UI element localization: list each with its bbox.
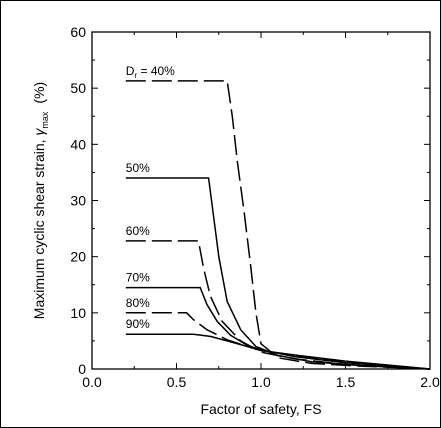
x-tick-label: 2.0 — [420, 374, 440, 390]
series-label: 80% — [126, 296, 150, 310]
series-curve — [125, 80, 431, 370]
x-tick-label: 1.5 — [336, 374, 356, 390]
y-axis-title: Maximum cyclic shear strain, γmax (%) — [31, 82, 50, 319]
series-label-prefix: D — [126, 64, 135, 78]
x-tick-label: 0.5 — [167, 374, 187, 390]
series-label: Dr = 40% — [126, 64, 175, 80]
y-tick-label: 40 — [70, 136, 86, 152]
x-tick-label: 1.0 — [251, 374, 271, 390]
series-label: 90% — [126, 317, 150, 331]
y-axis-title-symbol: γ — [31, 128, 47, 136]
y-axis-title-unit: (%) — [31, 82, 47, 104]
series-label: 60% — [126, 224, 150, 238]
series-curve — [125, 177, 431, 370]
series-curve — [125, 333, 431, 370]
y-tick-label: 10 — [70, 305, 86, 321]
y-tick-label: 50 — [70, 80, 86, 96]
series-label: 70% — [126, 271, 150, 285]
series-label: 50% — [126, 161, 150, 175]
x-tick-label: 0.0 — [82, 374, 102, 390]
y-tick-label: 60 — [70, 24, 86, 40]
series-curve — [125, 312, 431, 370]
curve-group — [125, 80, 431, 370]
series-label-suffix: = 40% — [137, 64, 175, 78]
x-axis-title: Factor of safety, FS — [200, 401, 321, 417]
series-curve — [125, 240, 431, 370]
curve-label-group: Dr = 40% 50% 60% 70% 80% 90% — [126, 64, 175, 331]
series-curve — [125, 286, 431, 370]
y-tick-label: 0 — [78, 361, 86, 377]
y-tick-label: 20 — [70, 249, 86, 265]
series-label-subscript: r — [134, 71, 137, 80]
axis-tick-group: 0.0 0.5 1.0 1.5 2.0 0 10 20 30 40 50 60 — [70, 24, 440, 390]
y-axis-title-subscript: max — [40, 111, 50, 129]
y-axis-title-main: Maximum cyclic shear strain, — [31, 136, 47, 320]
y-tick-label: 30 — [70, 193, 86, 209]
